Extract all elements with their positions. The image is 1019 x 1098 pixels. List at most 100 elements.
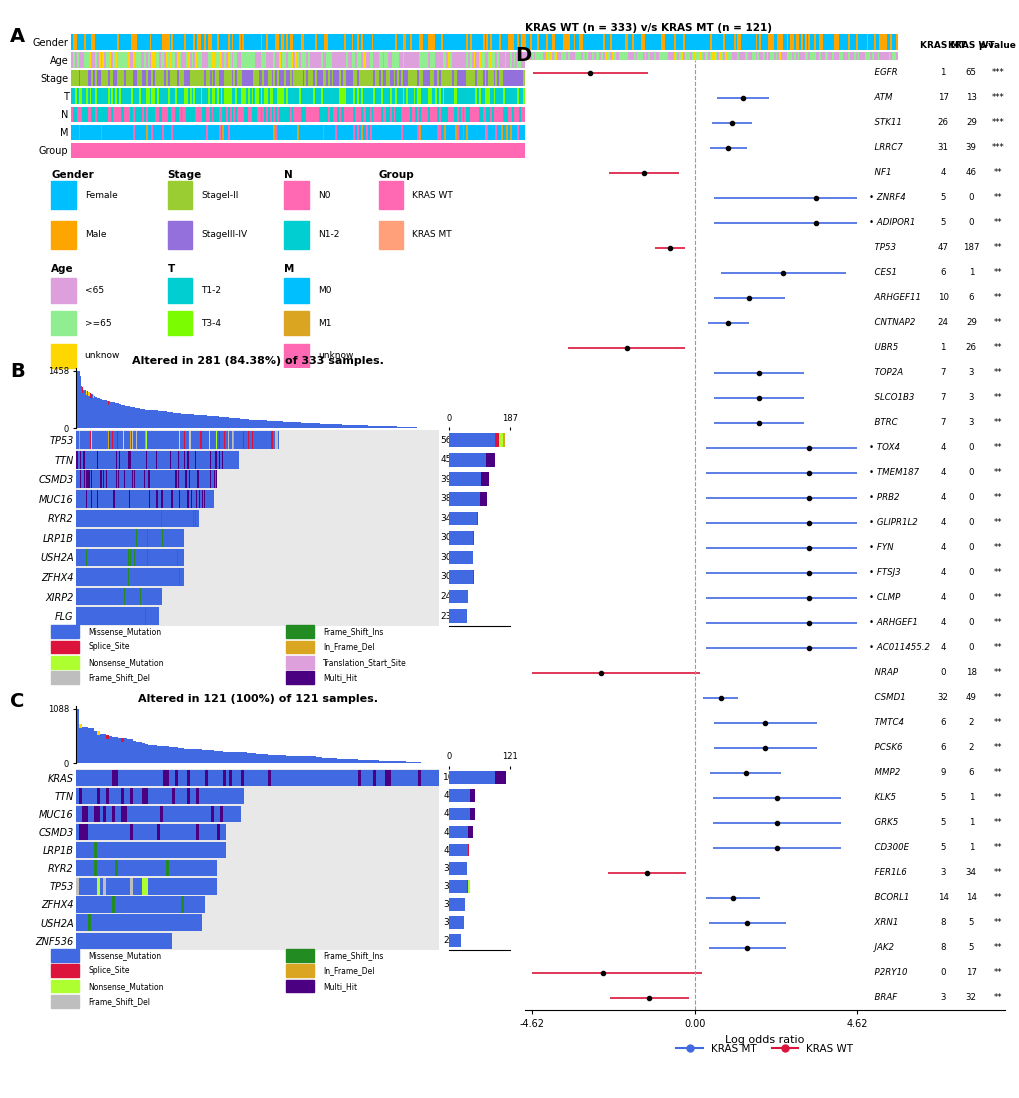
Bar xyxy=(218,416,219,428)
Bar xyxy=(584,89,586,103)
Bar xyxy=(829,53,832,68)
Bar xyxy=(51,671,79,684)
Bar xyxy=(598,89,600,103)
Bar xyxy=(218,451,219,469)
Bar xyxy=(602,53,604,68)
Bar xyxy=(282,143,284,158)
Bar xyxy=(304,89,306,103)
Bar xyxy=(90,509,91,527)
Bar xyxy=(493,53,495,68)
Bar xyxy=(320,34,322,49)
Bar xyxy=(160,896,163,912)
Bar xyxy=(145,607,146,625)
Bar xyxy=(824,89,825,103)
Bar xyxy=(162,124,164,139)
Bar xyxy=(366,425,367,428)
Bar xyxy=(99,470,100,489)
Bar xyxy=(560,143,562,158)
Bar xyxy=(649,53,651,68)
Bar xyxy=(148,842,151,859)
Bar xyxy=(715,70,716,86)
Bar xyxy=(749,124,751,139)
Bar xyxy=(224,451,225,469)
Bar xyxy=(273,70,275,86)
Bar xyxy=(199,896,202,912)
Bar xyxy=(194,70,195,86)
Bar xyxy=(633,107,635,122)
Bar xyxy=(90,143,92,158)
Bar xyxy=(160,411,161,428)
Bar xyxy=(303,53,304,68)
Bar xyxy=(531,53,533,68)
Bar xyxy=(201,107,202,122)
Bar xyxy=(81,549,82,567)
Bar xyxy=(158,549,159,567)
Bar xyxy=(162,529,163,547)
Bar xyxy=(312,107,313,122)
Bar xyxy=(79,770,83,786)
Bar xyxy=(282,53,284,68)
Bar xyxy=(146,34,148,49)
Bar xyxy=(589,124,591,139)
Bar xyxy=(151,896,154,912)
Bar xyxy=(118,107,120,122)
Bar xyxy=(855,89,857,103)
Bar xyxy=(533,70,535,86)
Bar xyxy=(95,568,96,586)
Bar xyxy=(163,509,164,527)
Bar xyxy=(181,509,182,527)
Bar xyxy=(106,787,109,804)
Bar xyxy=(177,413,178,428)
Bar xyxy=(378,426,379,428)
Bar xyxy=(171,432,172,449)
Bar xyxy=(148,143,150,158)
Text: 0: 0 xyxy=(968,468,973,478)
Bar xyxy=(89,432,90,449)
Bar xyxy=(99,432,100,449)
Bar xyxy=(125,607,126,625)
Bar xyxy=(362,425,363,428)
Bar xyxy=(624,143,626,158)
Bar xyxy=(283,422,284,428)
Bar xyxy=(181,878,184,895)
Bar xyxy=(88,143,90,158)
Bar xyxy=(246,107,248,122)
Bar xyxy=(640,89,642,103)
Bar xyxy=(211,770,214,786)
Bar xyxy=(806,34,808,49)
Bar xyxy=(217,451,218,469)
Bar xyxy=(404,427,405,428)
Text: N: N xyxy=(284,170,292,180)
Bar xyxy=(230,451,231,469)
Bar xyxy=(115,806,118,822)
Bar xyxy=(442,89,444,103)
Bar xyxy=(246,432,247,449)
Bar xyxy=(109,470,110,489)
Bar xyxy=(766,124,767,139)
Bar xyxy=(816,53,818,68)
Bar xyxy=(751,70,753,86)
Bar xyxy=(106,34,108,49)
Bar xyxy=(129,34,131,49)
Bar xyxy=(468,34,470,49)
Bar xyxy=(273,421,274,428)
Bar xyxy=(84,432,86,449)
Bar xyxy=(137,787,140,804)
Bar xyxy=(779,34,781,49)
Bar xyxy=(135,490,136,507)
Bar xyxy=(88,470,89,489)
Bar xyxy=(136,490,137,507)
Bar xyxy=(148,451,149,469)
Bar xyxy=(214,842,217,859)
Bar xyxy=(96,490,97,507)
Bar xyxy=(370,760,372,763)
Bar xyxy=(313,124,315,139)
Bar xyxy=(658,34,660,49)
Bar xyxy=(190,451,191,469)
Bar xyxy=(173,451,174,469)
Bar xyxy=(773,53,774,68)
Bar xyxy=(129,568,130,586)
Bar xyxy=(81,470,82,489)
Bar xyxy=(361,34,362,49)
Bar xyxy=(546,124,547,139)
